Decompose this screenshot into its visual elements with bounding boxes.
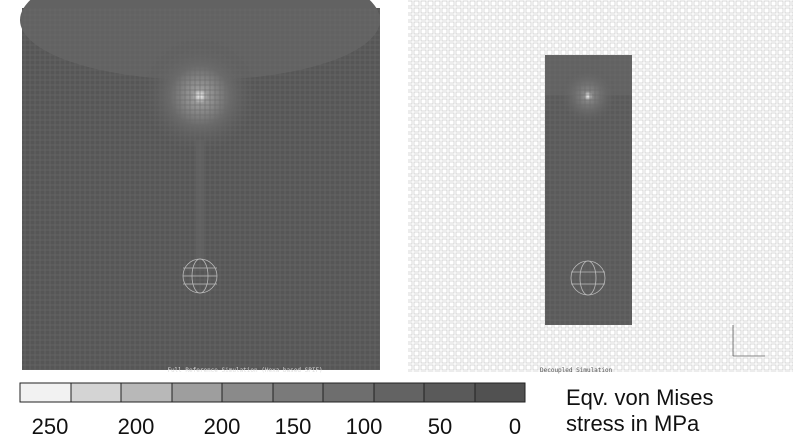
colorbar-labels: 250 200 200 150 100 50 0 — [32, 414, 521, 438]
figure: Full Reference Simulation (Hexa based SP… — [0, 0, 793, 438]
colorbar-label: 50 — [428, 414, 452, 438]
colorbar-label: 150 — [275, 414, 312, 438]
colorbar-label: 100 — [346, 414, 383, 438]
legend-title: stress in MPa — [566, 411, 700, 436]
panel-caption: Full Reference Simulation (Hexa based SP… — [167, 367, 322, 374]
legend-title: Eqv. von Mises — [566, 385, 714, 410]
colorbar-label: 200 — [118, 414, 155, 438]
colorbar — [20, 383, 525, 402]
colorbar-label: 200 — [204, 414, 241, 438]
panel-caption: Decoupled Simulation — [540, 367, 613, 374]
colorbar-label: 250 — [32, 414, 69, 438]
decoupled-panel: Decoupled Simulation — [408, 0, 793, 374]
full-reference-panel: Full Reference Simulation (Hexa based SP… — [20, 0, 380, 374]
colorbar-label: 0 — [509, 414, 521, 438]
